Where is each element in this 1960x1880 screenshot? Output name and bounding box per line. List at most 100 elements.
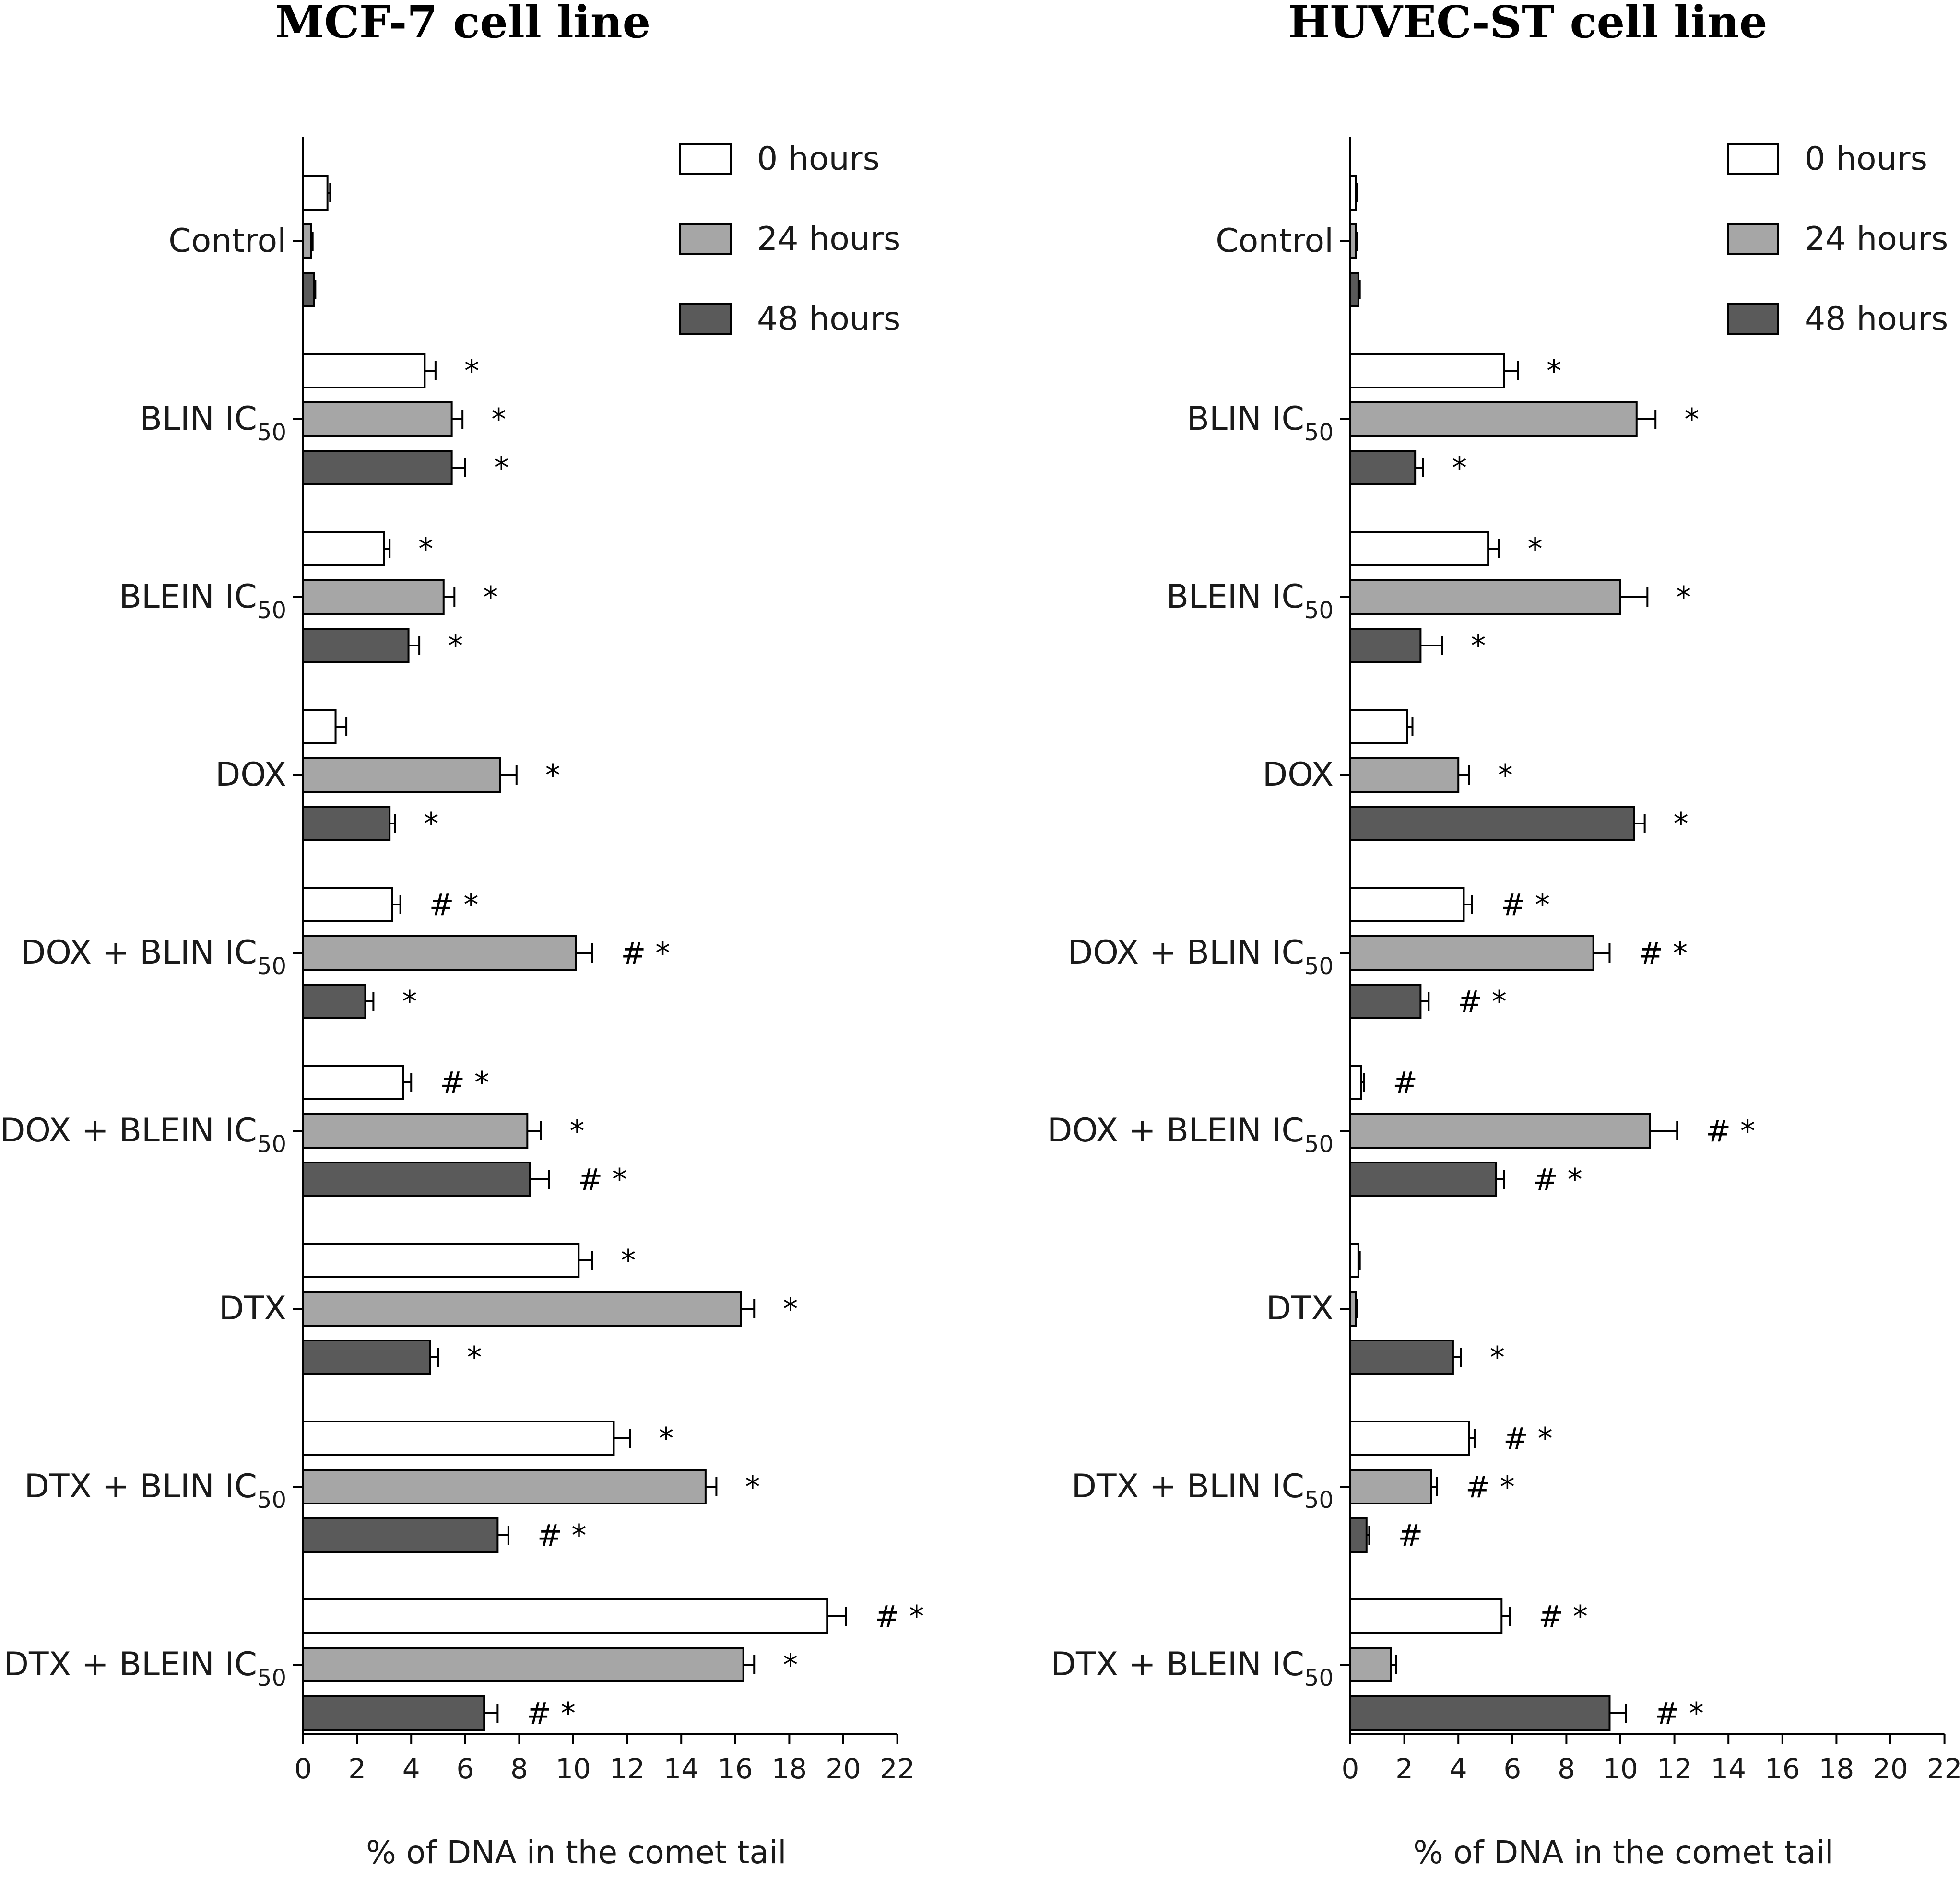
bar-24-hours <box>1349 757 1460 793</box>
significance-mark: * <box>467 1340 482 1375</box>
significance-mark: * <box>491 402 506 437</box>
significance-mark: * <box>483 580 498 615</box>
significance-mark: # * <box>1538 1599 1588 1634</box>
category-label: DTX + BLEIN IC50 <box>1051 1645 1334 1692</box>
significance-mark: # * <box>1654 1696 1704 1731</box>
category-label-main: BLIN IC <box>1187 400 1304 438</box>
bar-0-hours <box>302 1598 828 1634</box>
significance-mark: # * <box>1465 1469 1515 1504</box>
x-tick-label: 4 <box>402 1752 420 1785</box>
bar-24-hours <box>1349 935 1594 971</box>
category-label: DOX + BLEIN IC50 <box>1047 1112 1334 1158</box>
significance-mark: * <box>1528 531 1543 566</box>
x-tick-label: 14 <box>663 1752 699 1785</box>
category-label-subscript: 50 <box>257 419 286 446</box>
significance-mark: * <box>569 1114 584 1149</box>
category-label: DOX + BLEIN IC50 <box>0 1112 286 1158</box>
bar-0-hours <box>1349 1243 1359 1278</box>
category-label: DOX <box>215 756 286 794</box>
significance-mark: # * <box>578 1162 627 1197</box>
bar-0-hours <box>1349 1598 1503 1634</box>
bar-24-hours <box>302 1291 742 1327</box>
category-label: DOX + BLIN IC50 <box>21 934 286 980</box>
x-tick-label: 20 <box>1873 1752 1908 1785</box>
significance-mark: * <box>448 628 463 663</box>
bar-0-hours <box>1349 1421 1470 1456</box>
legend-swatch <box>1727 303 1779 335</box>
bar-24-hours <box>1349 223 1357 259</box>
x-tick-label: 22 <box>880 1752 915 1785</box>
x-tick-label: 18 <box>1818 1752 1854 1785</box>
bar-48-hours <box>1349 1340 1454 1375</box>
bar-24-hours <box>1349 1647 1392 1682</box>
category-label-subscript: 50 <box>1304 597 1334 624</box>
bar-0-hours <box>302 1421 615 1456</box>
x-tick-label: 12 <box>610 1752 645 1785</box>
x-axis-label: % of DNA in the comet tail <box>366 1834 786 1871</box>
x-tick-label: 6 <box>456 1752 474 1785</box>
chart-title: HUVEC-ST cell line <box>1288 0 1768 48</box>
chart-title: MCF-7 cell line <box>275 0 650 48</box>
bar-24-hours <box>302 1469 707 1504</box>
bar-0-hours <box>302 531 385 566</box>
significance-mark: * <box>1674 806 1688 841</box>
bar-48-hours <box>1349 1695 1611 1731</box>
bar-48-hours <box>302 1695 485 1731</box>
significance-mark: # * <box>1706 1114 1755 1149</box>
category-label-main: DOX <box>215 756 286 794</box>
category-label-main: Control <box>168 222 286 260</box>
bar-24-hours <box>1349 579 1621 615</box>
bar-48-hours <box>302 984 366 1019</box>
category-label-main: Control <box>1216 222 1334 260</box>
significance-mark: # * <box>526 1696 576 1731</box>
x-tick-label: 18 <box>771 1752 807 1785</box>
significance-mark: # * <box>1533 1162 1582 1197</box>
category-label-main: DOX + BLEIN IC <box>1047 1112 1304 1150</box>
x-tick-label: 12 <box>1657 1752 1692 1785</box>
significance-mark: * <box>1676 580 1691 615</box>
category-label-main: DTX + BLEIN IC <box>4 1645 257 1683</box>
category-label-main: DOX <box>1263 756 1334 794</box>
x-tick-label: 0 <box>1342 1752 1359 1785</box>
category-label-subscript: 50 <box>257 1487 286 1514</box>
significance-mark: # <box>1398 1518 1423 1553</box>
x-tick-label: 0 <box>295 1752 312 1785</box>
bar-0-hours <box>302 887 393 922</box>
bar-0-hours <box>302 1065 404 1100</box>
bar-0-hours <box>302 175 329 211</box>
x-axis-label: % of DNA in the comet tail <box>1413 1834 1833 1871</box>
significance-mark: * <box>745 1469 760 1504</box>
bar-24-hours <box>1349 1113 1651 1149</box>
x-tick-label: 16 <box>1765 1752 1800 1785</box>
bar-48-hours <box>1349 1162 1498 1197</box>
category-label-main: DOX + BLIN IC <box>21 934 257 972</box>
x-tick-label: 22 <box>1927 1752 1960 1785</box>
bar-48-hours <box>302 272 315 307</box>
x-tick-label: 16 <box>718 1752 753 1785</box>
bar-0-hours <box>1349 175 1357 211</box>
x-tick-label: 8 <box>510 1752 528 1785</box>
significance-mark: # * <box>1503 1421 1553 1456</box>
x-tick-label: 2 <box>1395 1752 1413 1785</box>
category-label-subscript: 50 <box>257 1665 286 1692</box>
category-label: DOX + BLIN IC50 <box>1068 934 1334 980</box>
significance-mark: # <box>1393 1065 1417 1100</box>
category-label-subscript: 50 <box>257 1131 286 1158</box>
legend-swatch <box>679 143 732 175</box>
category-label: BLEIN IC50 <box>1166 578 1334 624</box>
category-label-subscript: 50 <box>1304 419 1334 446</box>
category-label-main: DOX + BLIN IC <box>1068 934 1304 972</box>
x-tick-label: 10 <box>1603 1752 1638 1785</box>
x-tick-label: 10 <box>555 1752 591 1785</box>
category-label-subscript: 50 <box>257 597 286 624</box>
category-label: DTX + BLEIN IC50 <box>4 1645 286 1692</box>
significance-mark: * <box>783 1292 798 1327</box>
x-tick-label: 14 <box>1711 1752 1746 1785</box>
legend-label: 24 hours <box>1805 220 1948 258</box>
significance-mark: # * <box>621 936 670 971</box>
category-label-subscript: 50 <box>1304 1131 1334 1158</box>
bar-24-hours <box>302 757 501 793</box>
bar-0-hours <box>1349 531 1489 566</box>
significance-mark: * <box>545 758 560 793</box>
